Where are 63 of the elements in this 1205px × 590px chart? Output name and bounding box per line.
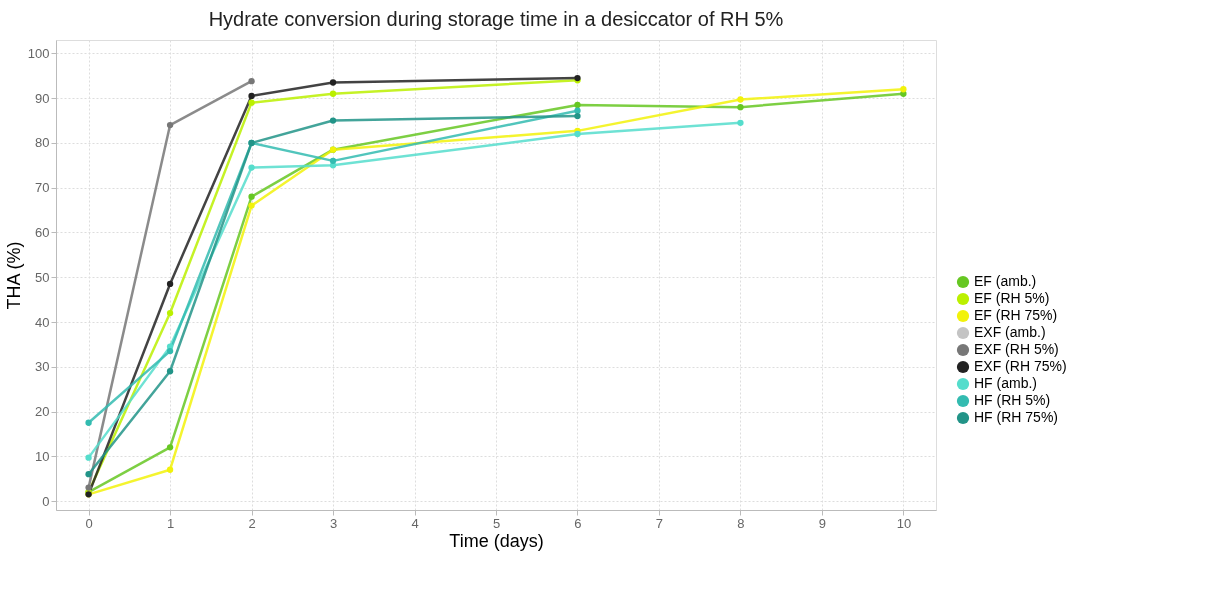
point: [85, 484, 92, 491]
point: [85, 471, 92, 478]
point: [85, 419, 92, 426]
y-axis-title: THA (%): [3, 241, 24, 310]
y-tick-label: 20: [35, 404, 50, 420]
legend-label: EXF (amb.): [974, 324, 1046, 340]
legend-label: EF (RH 5%): [974, 290, 1050, 306]
x-tick-label: 6: [574, 515, 582, 531]
point: [166, 121, 174, 129]
y-tick-label: 80: [35, 135, 50, 151]
point: [329, 157, 337, 165]
legend-label: HF (RH 75%): [974, 409, 1059, 425]
x-tick-label: 10: [896, 515, 912, 531]
point: [329, 117, 337, 124]
point: [737, 96, 744, 103]
point: [166, 309, 174, 317]
x-tick-label: 7: [655, 515, 664, 531]
legend-label: HF (RH 5%): [974, 392, 1051, 408]
chart-title: Hydrate conversion during storage time in a desiccator of RH 5%: [208, 8, 784, 30]
x-tick-label: 4: [411, 515, 419, 531]
point: [248, 193, 255, 200]
y-tick-label: 0: [42, 493, 50, 509]
point: [574, 101, 581, 109]
point: [248, 202, 255, 209]
legend-label: HF (amb.): [974, 375, 1037, 391]
legend-label: EXF (RH 75%): [974, 358, 1067, 374]
point: [574, 107, 581, 114]
point: [166, 444, 174, 451]
y-tick-label: 30: [35, 359, 50, 375]
point: [900, 86, 907, 93]
y-tick-label: 50: [35, 269, 50, 285]
x-tick-label: 0: [85, 515, 93, 531]
point: [248, 164, 255, 171]
legend-label: EF (RH 75%): [974, 307, 1058, 323]
x-tick-label: 2: [248, 515, 256, 531]
y-tick-label: 10: [35, 448, 50, 464]
x-tick-label: 1: [166, 515, 175, 531]
point: [248, 99, 255, 106]
point: [248, 92, 255, 100]
y-tick-label: 40: [35, 314, 50, 330]
legend-label: EF (amb.): [974, 273, 1037, 289]
point: [166, 347, 174, 355]
x-tick-label: 5: [492, 515, 501, 531]
x-tick-label: 8: [737, 515, 745, 531]
y-tick-label: 90: [35, 90, 50, 106]
x-tick-label: 3: [329, 515, 338, 531]
point: [329, 90, 337, 97]
point: [329, 79, 337, 86]
y-tick-label: 100: [27, 45, 50, 61]
point: [166, 280, 174, 288]
x-axis-title: Time (days): [449, 530, 544, 551]
point: [166, 368, 174, 375]
point: [737, 119, 744, 126]
y-tick-label: 60: [35, 224, 50, 240]
point: [574, 130, 581, 138]
point: [85, 454, 92, 461]
y-tick-label: 70: [35, 180, 50, 196]
point: [248, 78, 255, 85]
x-tick-label: 9: [818, 515, 827, 531]
legend-label: EXF (RH 5%): [974, 341, 1059, 357]
point: [574, 112, 581, 120]
point: [737, 103, 744, 111]
point: [166, 466, 174, 473]
